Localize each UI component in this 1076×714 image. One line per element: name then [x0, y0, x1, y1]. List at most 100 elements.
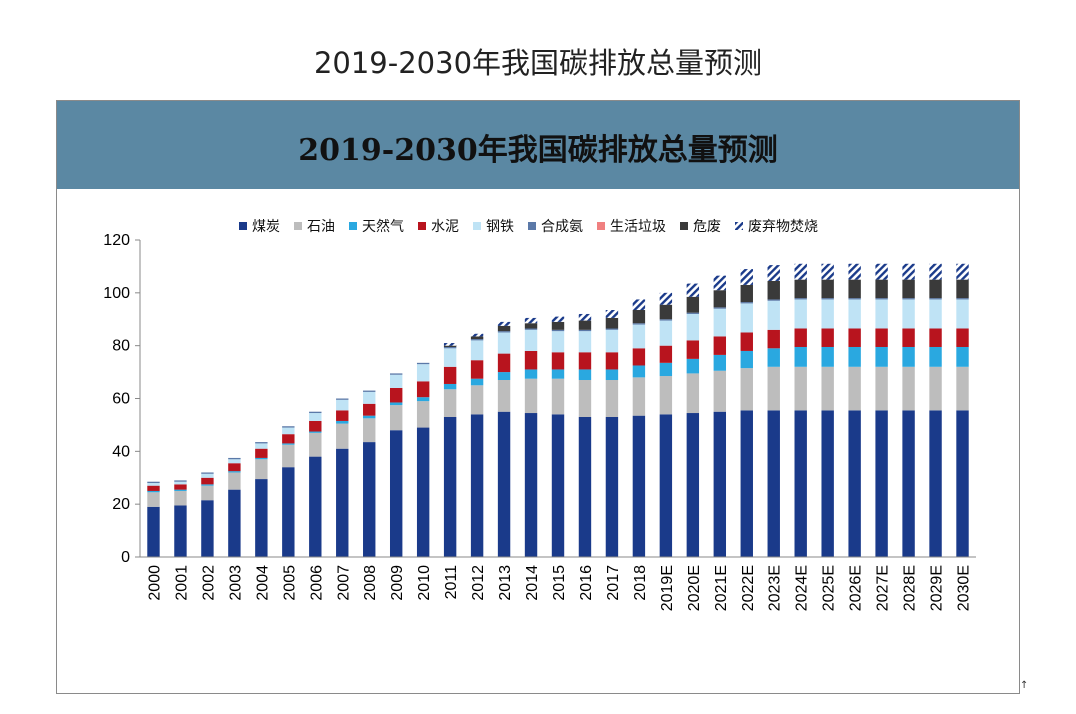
- bar-segment: [389, 405, 403, 431]
- bar-stack-2001: [174, 480, 187, 557]
- bar-stack-2000: [147, 481, 160, 557]
- bar-segment: [416, 364, 430, 382]
- bar-segment: [686, 313, 700, 341]
- legend-swatch: [597, 222, 605, 230]
- bar-segment: [524, 328, 538, 330]
- bar-segment: [174, 481, 187, 485]
- bar-segment: [875, 298, 888, 300]
- x-tick-label: 2015: [551, 565, 568, 601]
- bar-segment: [875, 328, 888, 347]
- x-axis: 2000 2001 2002 2003 2004 2005 2006 2007 2008 2009…: [140, 556, 976, 611]
- bar-segment: [902, 263, 915, 280]
- bar-segment: [821, 366, 834, 411]
- bar-segment: [497, 321, 511, 326]
- bar-segment: [767, 329, 780, 349]
- x-tick-label: 2006: [308, 565, 325, 601]
- bar-segment: [443, 383, 457, 390]
- bar-segment: [821, 346, 834, 367]
- bar-segment: [929, 328, 942, 347]
- bar-segment: [363, 391, 376, 404]
- bar-segment: [443, 366, 457, 384]
- corner-mark: ↑: [1020, 680, 1029, 691]
- bar-segment: [551, 414, 565, 557]
- bar-segment: [443, 348, 457, 367]
- bar-stack-2015: [551, 316, 565, 557]
- x-tick-label: 2029E: [929, 565, 946, 611]
- bar-segment: [794, 279, 807, 299]
- y-tick-label: 0: [121, 549, 130, 566]
- bar-segment: [443, 389, 457, 417]
- bar-segment: [740, 368, 753, 411]
- bar-segment: [201, 500, 214, 557]
- bar-segment: [956, 298, 969, 300]
- bar-segment: [174, 480, 187, 482]
- bar-segment: [524, 317, 538, 324]
- bar-segment: [686, 373, 700, 414]
- bar-segment: [740, 269, 753, 285]
- x-tick-label: 2004: [254, 565, 271, 601]
- legend-label: 天然气: [362, 218, 404, 235]
- legend-label: 石油: [307, 219, 335, 235]
- bar-segment: [740, 332, 753, 351]
- bar-segment: [389, 402, 403, 406]
- bar-segment: [929, 299, 942, 329]
- legend-label: 危废: [693, 219, 721, 235]
- y-tick-label: 100: [103, 285, 130, 302]
- bar-stack-2019E: [659, 292, 673, 557]
- bar-stack-2014: [524, 317, 538, 557]
- x-tick-label: 2010: [416, 565, 433, 601]
- bar-stack-2018: [632, 299, 646, 557]
- bar-segment: [875, 279, 888, 299]
- bar-segment: [659, 304, 673, 320]
- bar-stack-2010: [416, 362, 430, 557]
- bar-stack-2008: [363, 390, 376, 557]
- legend-label: 合成氨: [541, 219, 583, 235]
- bar-segment: [605, 310, 619, 318]
- x-tick-label: 2011: [443, 565, 460, 600]
- bar-segment: [902, 328, 915, 347]
- bar-segment: [929, 410, 942, 557]
- x-tick-label: 2021E: [713, 565, 730, 611]
- page-title: 2019-2030年我国碳排放总量预测: [313, 46, 763, 80]
- bar-segment: [713, 308, 727, 337]
- x-tick-label: 2008: [362, 565, 379, 601]
- bar-segment: [228, 457, 241, 460]
- bar-segment: [470, 414, 484, 557]
- bar-segment: [794, 366, 807, 411]
- bar-segment: [956, 346, 969, 367]
- bar-segment: [551, 321, 565, 330]
- bar-segment: [524, 323, 538, 329]
- bar-segment: [713, 354, 727, 371]
- bar-segment: [578, 331, 592, 353]
- bar-segment: [416, 381, 430, 398]
- bar-segment: [363, 418, 376, 443]
- bar-segment: [497, 372, 511, 381]
- legend-swatch: [349, 222, 357, 230]
- bar-segment: [524, 350, 538, 370]
- x-tick-label: 2013: [497, 565, 514, 601]
- bar-stack-2016: [578, 313, 592, 557]
- bar-segment: [551, 378, 565, 415]
- bar-segment: [470, 336, 484, 340]
- bar-segment: [282, 426, 295, 428]
- bar-segment: [497, 332, 511, 354]
- bar-segment: [255, 459, 268, 480]
- bar-segment: [578, 369, 592, 381]
- bar-segment: [929, 346, 942, 367]
- bar-segment: [632, 310, 646, 324]
- bar-segment: [848, 279, 861, 299]
- bar-segment: [282, 443, 295, 445]
- bar-segment: [282, 444, 295, 468]
- bar-stack-2024E: [794, 263, 807, 557]
- bar-segment: [902, 410, 915, 557]
- bar-segment: [147, 485, 160, 491]
- bar-stack-2021E: [713, 275, 727, 557]
- bar-segment: [848, 299, 861, 329]
- bar-stack-2005: [282, 426, 295, 557]
- bar-stack-2004: [255, 442, 268, 557]
- y-tick-label: 120: [103, 232, 130, 249]
- legend-swatch: [473, 222, 481, 230]
- x-tick-label: 2026E: [848, 565, 865, 611]
- x-tick-label: 2001: [173, 565, 190, 601]
- bar-segment: [389, 430, 403, 557]
